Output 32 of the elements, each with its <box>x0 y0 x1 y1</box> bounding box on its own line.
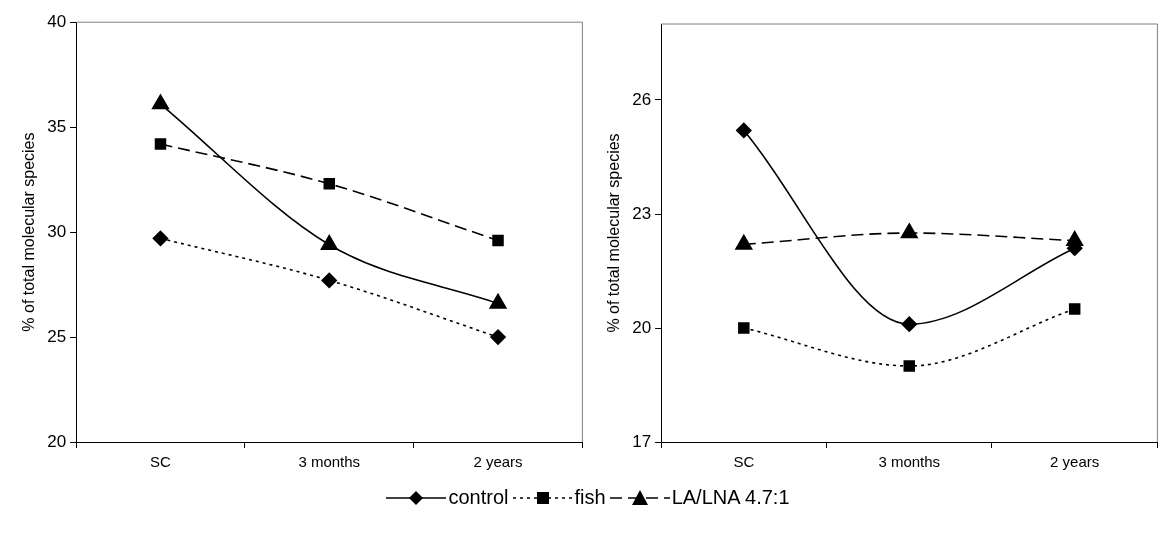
x-tick-label: 3 months <box>298 453 361 471</box>
point <box>323 178 335 190</box>
point <box>321 272 338 289</box>
y-axis-title: % of total molecular species <box>20 132 38 332</box>
point <box>738 322 750 334</box>
x-tick-label: 3 months <box>878 453 941 471</box>
point <box>903 360 915 372</box>
legend-label: control <box>448 486 509 509</box>
y-tick-label: 17 <box>632 431 652 451</box>
legend-label: fish <box>574 486 606 509</box>
y-tick-label: 23 <box>632 203 652 223</box>
point <box>1068 303 1081 315</box>
point <box>736 122 752 139</box>
x-tick-label: 2 years <box>473 453 523 471</box>
point <box>901 316 918 332</box>
y-tick-label: 26 <box>632 89 652 109</box>
legend-label: LA/LNA 4.7:1 <box>671 486 790 509</box>
x-tick-label: SC <box>733 453 755 471</box>
y-axis-title: % of total molecular species <box>605 133 623 333</box>
y-tick-label: 25 <box>47 326 67 346</box>
x-tick-label: 2 years <box>1050 453 1100 471</box>
point <box>154 138 167 150</box>
point <box>152 230 169 247</box>
point <box>490 329 506 345</box>
point <box>900 223 918 239</box>
point <box>492 234 504 247</box>
y-tick-label: 40 <box>47 11 67 31</box>
y-tick-label: 35 <box>47 116 67 136</box>
y-tick-label: 20 <box>47 431 67 451</box>
y-tick-label: 20 <box>632 317 652 337</box>
x-tick-label: SC <box>150 453 172 471</box>
y-tick-label: 30 <box>47 221 67 241</box>
